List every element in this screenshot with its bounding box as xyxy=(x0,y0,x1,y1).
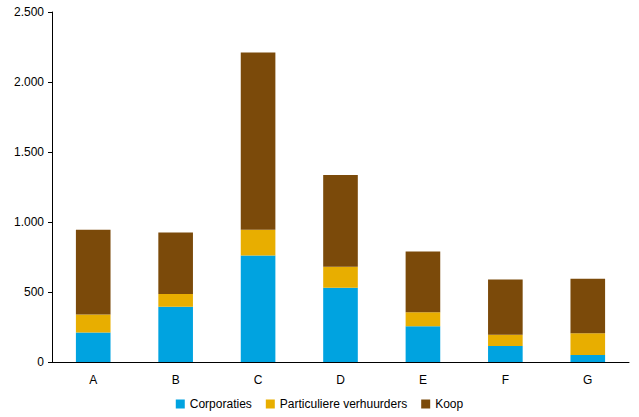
svg-text:E: E xyxy=(419,373,427,387)
svg-text:1.500: 1.500 xyxy=(14,145,44,159)
svg-text:C: C xyxy=(254,373,263,387)
svg-text:A: A xyxy=(89,373,97,387)
svg-text:Particuliere verhuurders: Particuliere verhuurders xyxy=(280,397,407,411)
svg-text:Koop: Koop xyxy=(435,397,463,411)
svg-text:Corporaties: Corporaties xyxy=(190,397,252,411)
svg-text:G: G xyxy=(583,373,592,387)
svg-text:1.000: 1.000 xyxy=(14,215,44,229)
svg-text:2.500: 2.500 xyxy=(14,5,44,19)
svg-text:F: F xyxy=(502,373,509,387)
svg-text:D: D xyxy=(336,373,345,387)
svg-text:2.000: 2.000 xyxy=(14,75,44,89)
svg-text:500: 500 xyxy=(24,285,44,299)
svg-text:B: B xyxy=(172,373,180,387)
svg-text:0: 0 xyxy=(37,355,44,369)
